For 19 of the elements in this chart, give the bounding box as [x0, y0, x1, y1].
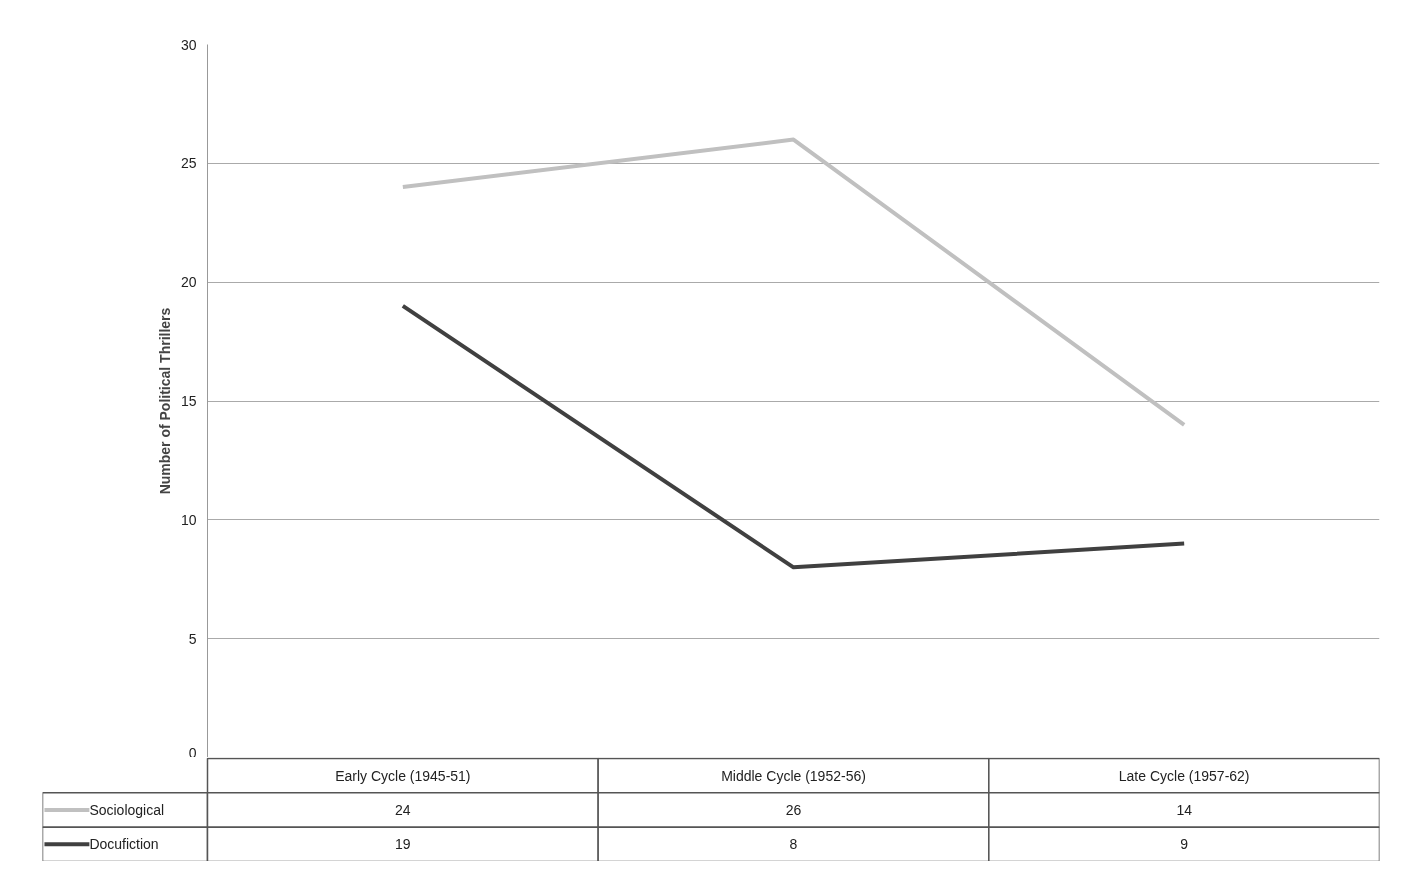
x-tick-label: Late Cycle (1957-62)	[1118, 767, 1250, 784]
data-label: 24	[395, 802, 411, 819]
y-tick-label: 20	[180, 274, 197, 291]
data-label: 14	[1176, 802, 1193, 819]
y-tick-label: 0	[188, 744, 197, 761]
y-tick-label: 15	[180, 393, 197, 409]
y-tick-label: 25	[180, 155, 197, 172]
legend-label: Sociological	[89, 802, 165, 819]
legend-label: Docufiction	[89, 836, 159, 853]
x-tick-label: Middle Cycle (1952-56)	[721, 767, 866, 784]
y-tick-label: 5	[188, 630, 197, 647]
y-tick-label: 10	[180, 511, 197, 528]
data-label: 19	[395, 836, 411, 853]
y-tick-label: 30	[180, 36, 197, 53]
data-label: 26	[785, 802, 802, 819]
y-axis-title: Number of Political Thrillers	[156, 307, 173, 495]
data-label: 9	[1180, 836, 1189, 853]
x-tick-label: Early Cycle (1945-51)	[335, 767, 471, 784]
data-label: 8	[789, 836, 798, 853]
